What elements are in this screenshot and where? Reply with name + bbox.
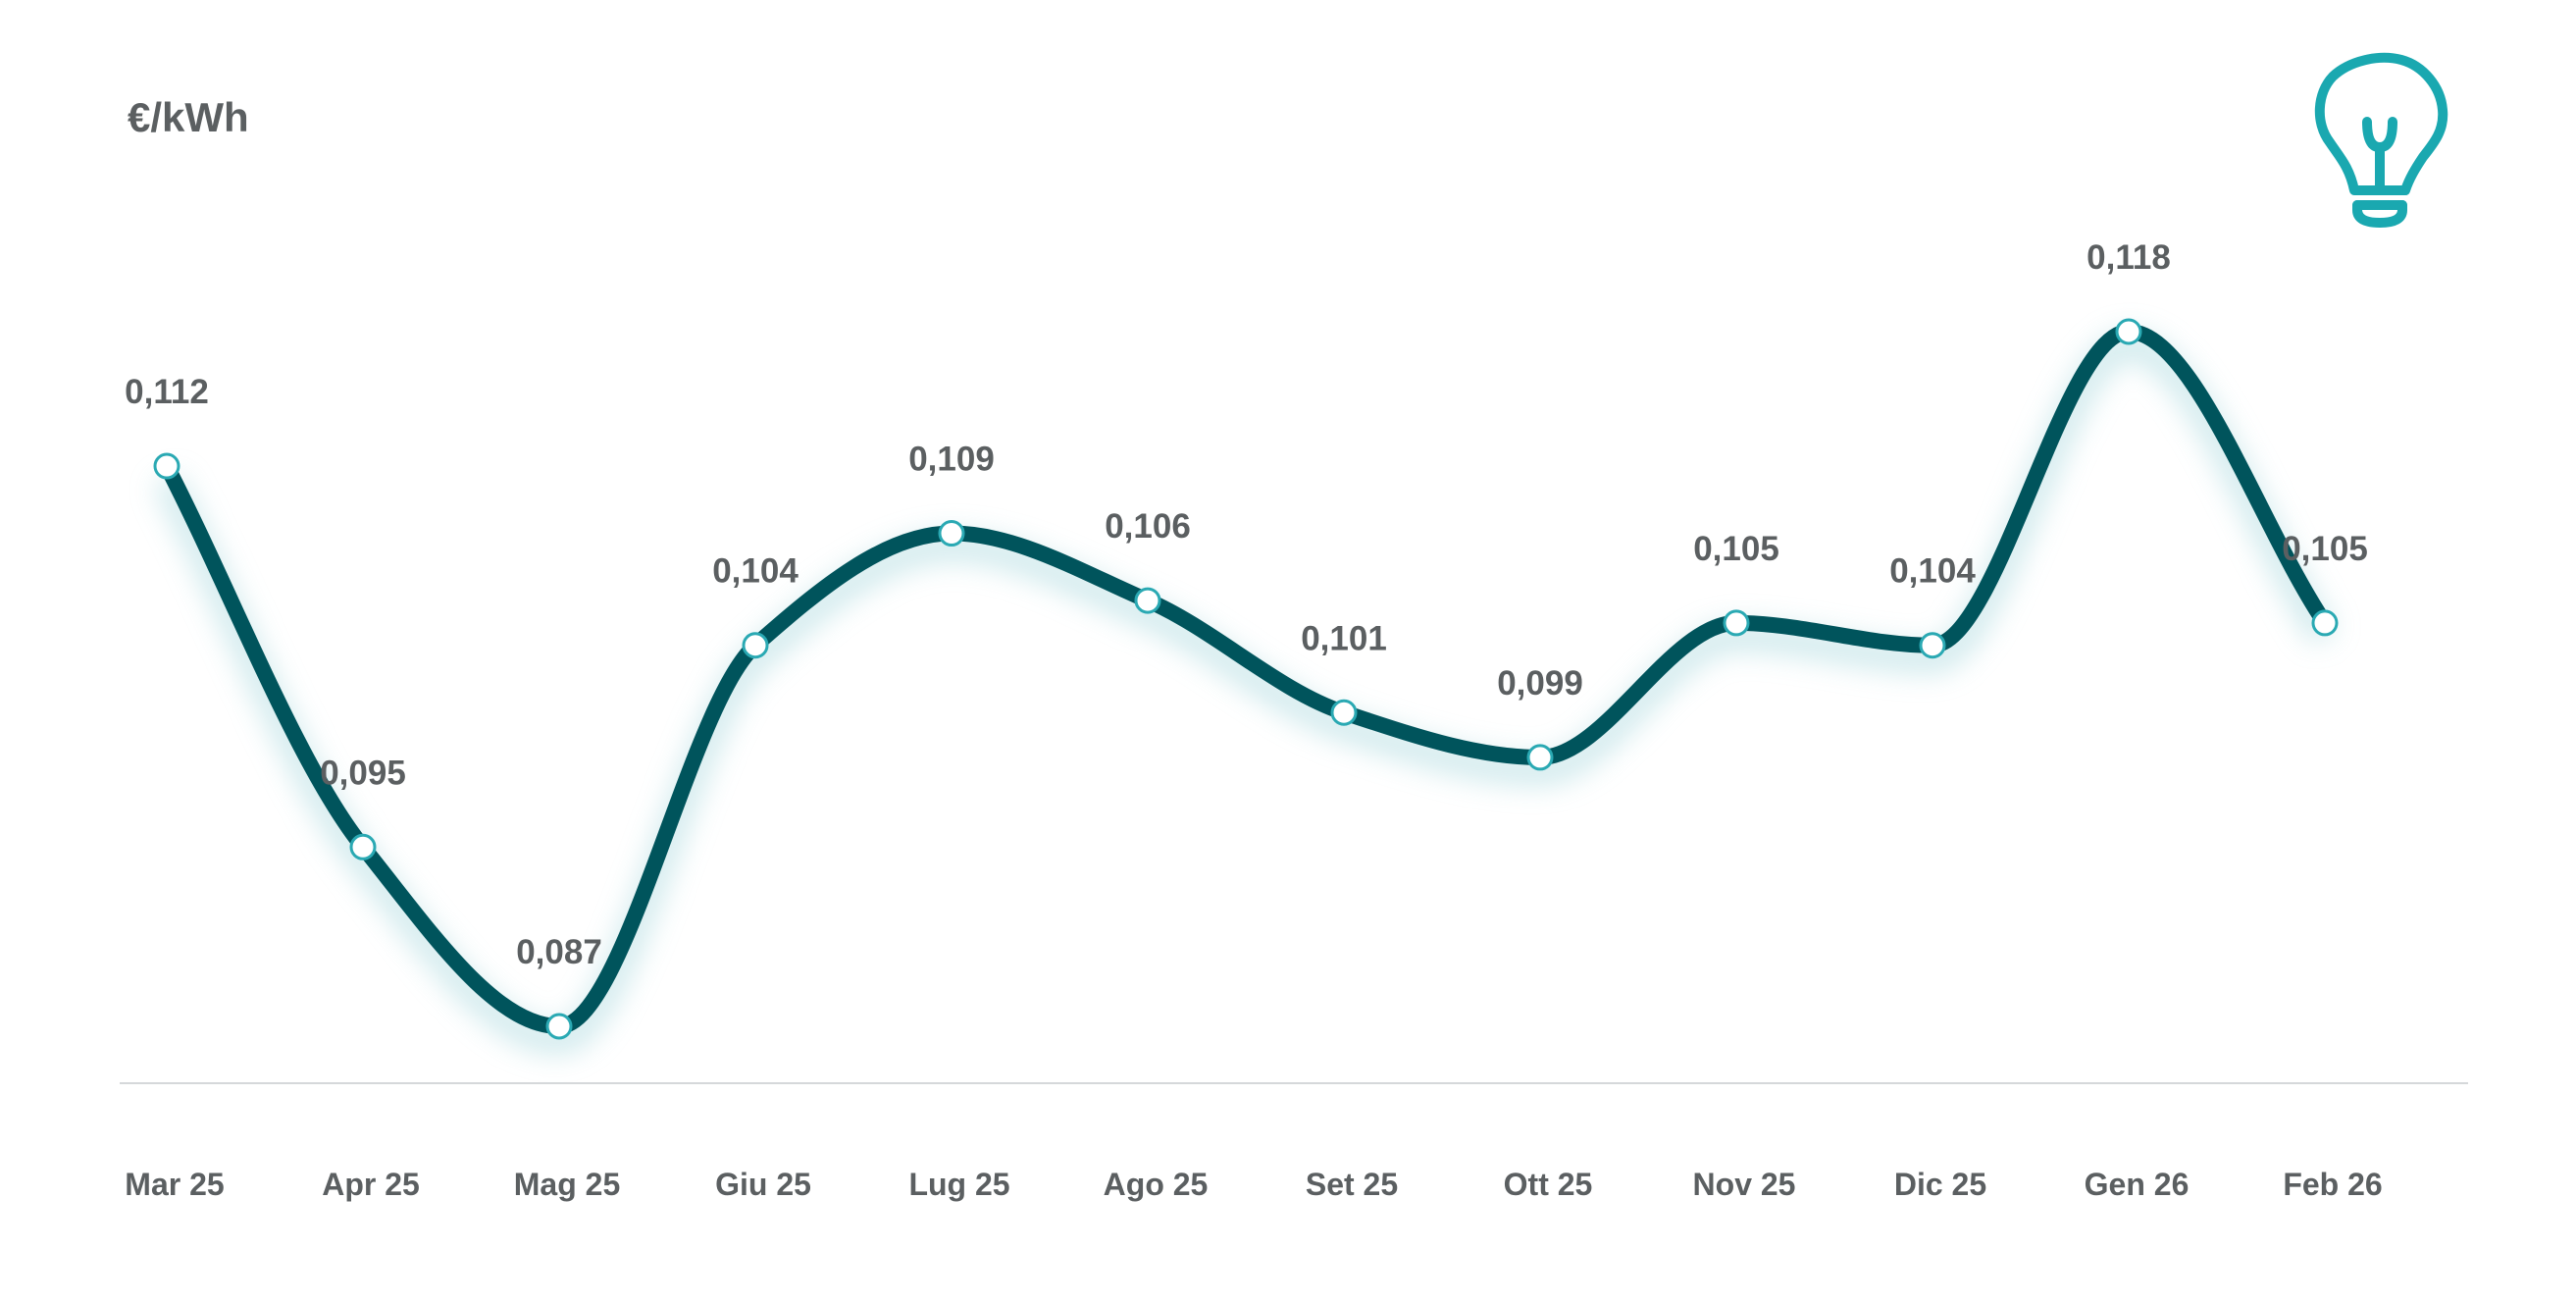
x-tick-label: Mar 25 (125, 1167, 224, 1202)
data-label: 0,112 (125, 373, 209, 411)
data-label: 0,118 (2087, 238, 2171, 277)
data-label: 0,105 (2282, 530, 2368, 568)
data-point (349, 833, 377, 860)
x-tick-label: Ago 25 (1104, 1167, 1209, 1202)
data-point (938, 520, 965, 547)
data-point (545, 1013, 573, 1040)
data-labels: 0,112 0,095 0,087 0,104 0,109 0,106 0,101 0,099… (125, 238, 2368, 971)
data-label: 0,105 (1693, 530, 1779, 568)
data-points (153, 318, 2339, 1040)
data-label: 0,109 (908, 441, 995, 479)
x-tick-label: Apr 25 (322, 1167, 420, 1202)
data-label: 0,099 (1497, 664, 1583, 703)
data-point (1330, 699, 1358, 726)
x-tick-label: Giu 25 (715, 1167, 811, 1202)
x-tick-label: Gen 26 (2085, 1167, 2190, 1202)
x-tick-label: Nov 25 (1693, 1167, 1796, 1202)
data-point (2311, 609, 2339, 637)
data-label: 0,104 (712, 552, 799, 591)
x-tick-label: Mag 25 (514, 1167, 620, 1202)
data-point (1919, 632, 1946, 659)
data-point (153, 452, 180, 480)
data-point (1526, 744, 1554, 771)
series-glow (154, 331, 2337, 1055)
lightbulb-icon (2314, 52, 2448, 228)
data-point (1134, 587, 1161, 614)
unit-label: €/kWh (128, 94, 249, 140)
x-tick-label: Set 25 (1306, 1167, 1398, 1202)
series-line (159, 324, 2333, 1034)
data-label: 0,101 (1301, 619, 1387, 657)
data-point (742, 632, 769, 659)
data-point (2115, 318, 2142, 345)
data-point (1723, 609, 1750, 637)
x-tick-label: Dic 25 (1894, 1167, 1986, 1202)
x-tick-labels: Mar 25 Apr 25 Mag 25 Giu 25 Lug 25 Ago 25 Set … (125, 1167, 2382, 1202)
data-label: 0,104 (1889, 552, 1976, 591)
data-label: 0,095 (320, 754, 406, 792)
data-label: 0,106 (1105, 507, 1191, 546)
x-tick-label: Ott 25 (1504, 1167, 1593, 1202)
data-label: 0,087 (516, 933, 602, 971)
x-tick-label: Feb 26 (2283, 1167, 2382, 1202)
x-tick-label: Lug 25 (908, 1167, 1009, 1202)
